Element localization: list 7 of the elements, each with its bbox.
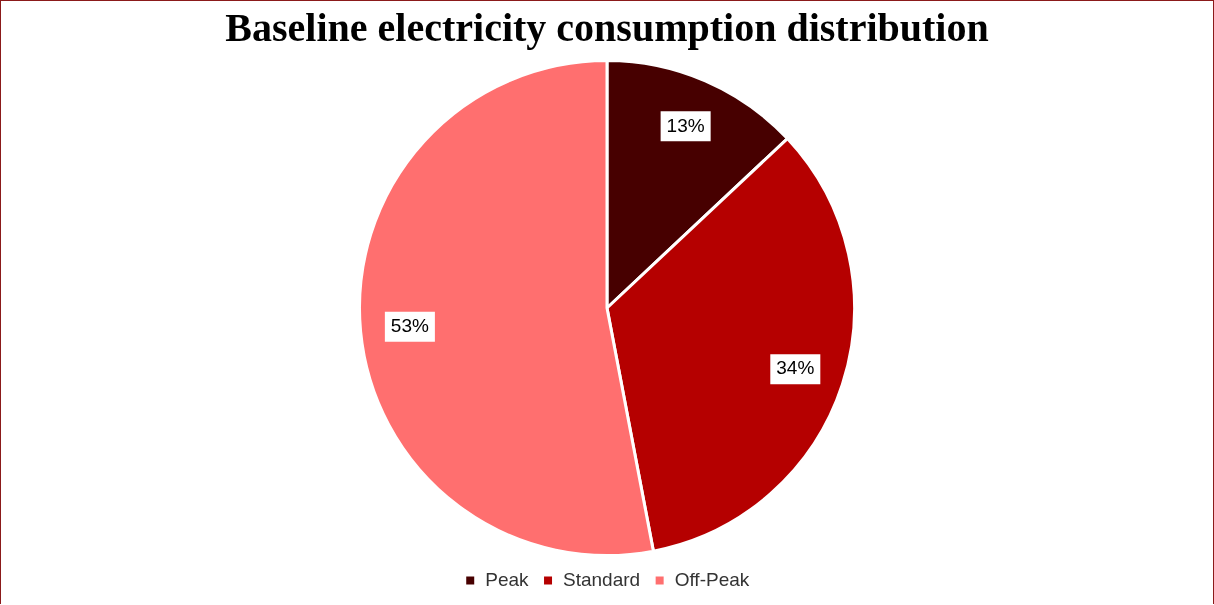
chart-title: Baseline electricity consumption distribution [225,5,989,51]
legend-label: Off-Peak [674,568,750,590]
data-label: 53% [390,314,429,336]
data-label: 34% [776,357,815,379]
legend-label: Standard [563,568,641,590]
legend-label: Peak [485,568,530,590]
data-label: 13% [666,114,705,136]
